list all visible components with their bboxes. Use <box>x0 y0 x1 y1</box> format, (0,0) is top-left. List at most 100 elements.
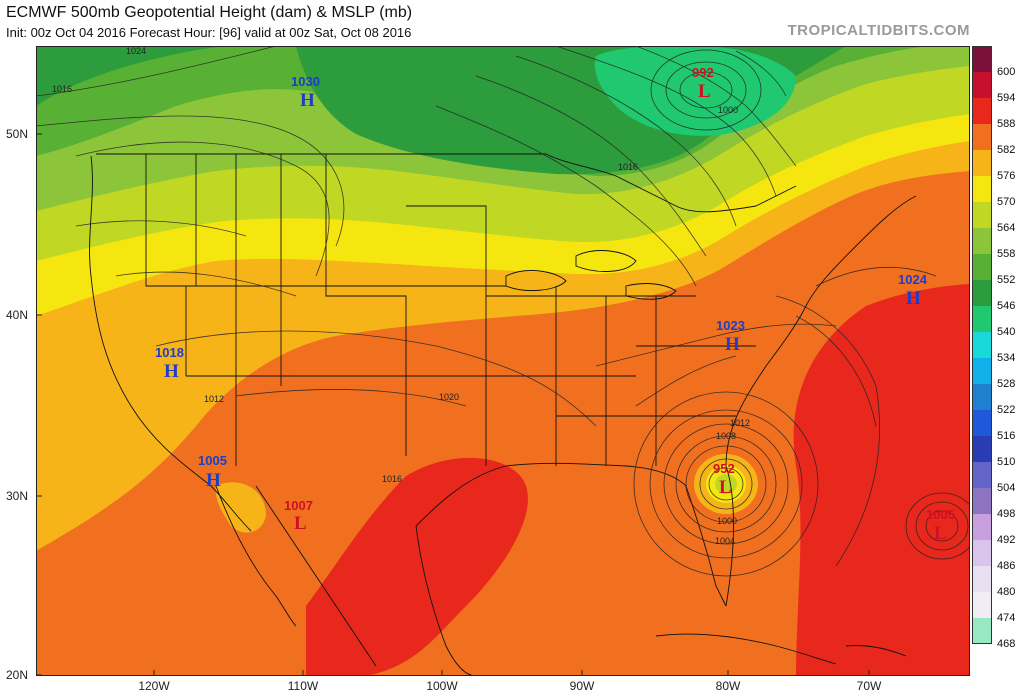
pressure-value: 1007 <box>284 498 313 513</box>
lon-label: 100W <box>426 679 458 693</box>
isobar-label: 1000 <box>718 105 738 115</box>
pressure-center-high: 1030 H <box>291 74 320 111</box>
high-letter: H <box>206 470 221 491</box>
lon-label: 110W <box>287 679 319 693</box>
height-fill-layer <box>36 46 970 676</box>
isobar-label: 1016 <box>618 162 638 172</box>
low-letter: L <box>294 513 307 534</box>
pressure-value: 1023 <box>716 318 745 333</box>
colorbar-swatch <box>972 72 992 98</box>
isobar-labels: 1024 1016 1012 1016 1020 1012 1008 1000 … <box>52 46 750 546</box>
pressure-center-high: 1018 H <box>155 345 184 382</box>
weather-map: 1024 1016 1012 1016 1020 1012 1008 1000 … <box>36 46 970 676</box>
isobar-label: 1020 <box>439 392 459 402</box>
colorbar-label: 576 <box>997 170 1015 182</box>
colorbar-swatch <box>972 98 992 124</box>
colorbar-label: 498 <box>997 508 1015 520</box>
isobar-label: 1000 <box>717 516 737 526</box>
low-letter: L <box>934 523 947 544</box>
pressure-center-low: 1007 L <box>284 498 313 534</box>
colorbar-swatch <box>972 150 992 176</box>
lat-label: 20N <box>6 668 29 682</box>
pressure-centers: 1030 H 992 L 1018 H 1023 H 1024 H 1005 H… <box>155 65 955 544</box>
colorbar-label: 534 <box>997 352 1015 364</box>
low-letter: L <box>719 477 732 498</box>
colorbar-swatch <box>972 46 992 72</box>
colorbar-label: 474 <box>997 612 1015 624</box>
isobar-label: 1008 <box>716 431 736 441</box>
map-title: ECMWF 500mb Geopotential Height (dam) & … <box>6 4 413 21</box>
colorbar-label: 582 <box>997 144 1015 156</box>
lon-label: 80W <box>715 679 741 693</box>
pressure-center-high: 1023 H <box>716 318 745 355</box>
isobar-label: 1004 <box>715 536 735 546</box>
colorbar-label: 528 <box>997 378 1015 390</box>
colorbar-swatch <box>972 384 992 410</box>
colorbar: 600 594 588 582 576 570 564 558 552 546 540 534 528 5… <box>972 46 1015 650</box>
high-letter: H <box>906 288 921 309</box>
colorbar-swatch <box>972 306 992 332</box>
colorbar-swatch <box>972 540 992 566</box>
map-subtitle: Init: 00z Oct 04 2016 Forecast Hour: [96… <box>6 25 412 40</box>
pressure-center-low: 952 L <box>713 461 735 498</box>
pressure-value: 1024 <box>898 272 928 287</box>
lat-label: 40N <box>6 308 29 322</box>
colorbar-swatch <box>972 202 992 228</box>
pressure-value: 1005 <box>198 453 227 468</box>
colorbar-swatch <box>972 618 992 644</box>
colorbar-swatch <box>972 332 992 358</box>
colorbar-label: 552 <box>997 274 1015 286</box>
colorbar-label: 522 <box>997 404 1015 416</box>
colorbar-label: 492 <box>997 534 1015 546</box>
colorbar-swatch <box>972 228 992 254</box>
colorbar-swatch <box>972 436 992 462</box>
high-letter: H <box>164 361 179 382</box>
colorbar-swatch <box>972 462 992 488</box>
isobar-label: 1012 <box>204 394 224 404</box>
high-letter: H <box>300 90 315 111</box>
lon-label: 120W <box>138 679 170 693</box>
colorbar-label: 600 <box>997 66 1015 78</box>
isobar-label: 1024 <box>126 46 146 56</box>
colorbar-swatch <box>972 566 992 592</box>
isobar-label: 1016 <box>382 474 402 484</box>
colorbar-label: 570 <box>997 196 1015 208</box>
coastline-layer <box>89 153 917 676</box>
colorbar-frame <box>972 46 992 644</box>
colorbar-swatch <box>972 410 992 436</box>
colorbar-label: 510 <box>997 456 1015 468</box>
colorbar-label: 468 <box>997 638 1015 650</box>
pressure-value: 1018 <box>155 345 184 360</box>
colorbar-label: 516 <box>997 430 1015 442</box>
colorbar-label: 564 <box>997 222 1015 234</box>
colorbar-label: 480 <box>997 586 1015 598</box>
lon-label: 90W <box>569 679 595 693</box>
colorbar-swatch <box>972 358 992 384</box>
high-letter: H <box>725 334 740 355</box>
colorbar-swatch <box>972 280 992 306</box>
lon-label: 70W <box>856 679 882 693</box>
colorbar-swatch <box>972 124 992 150</box>
pressure-center-low: 992 L <box>692 65 714 102</box>
isobar-layer <box>36 46 970 577</box>
colorbar-label: 546 <box>997 300 1015 312</box>
colorbar-swatch <box>972 176 992 202</box>
brand-label: TROPICALTIDBITS.COM <box>787 22 970 39</box>
colorbar-label: 504 <box>997 482 1015 494</box>
lat-label: 50N <box>6 127 29 141</box>
colorbar-label: 486 <box>997 560 1015 572</box>
colorbar-label: 594 <box>997 92 1015 104</box>
pressure-center-low: 1005 L <box>926 507 955 544</box>
colorbar-label: 588 <box>997 118 1015 130</box>
isobar-label: 1012 <box>730 418 750 428</box>
isobar-label: 1016 <box>52 84 72 94</box>
low-letter: L <box>698 81 711 102</box>
pressure-value: 1030 <box>291 74 320 89</box>
pressure-value: 1005 <box>926 507 955 522</box>
pressure-center-high: 1005 H <box>198 453 227 491</box>
colorbar-label: 540 <box>997 326 1015 338</box>
colorbar-swatch <box>972 488 992 514</box>
pressure-center-high: 1024 H <box>898 272 928 309</box>
colorbar-swatch <box>972 254 992 280</box>
pressure-value: 952 <box>713 461 735 476</box>
